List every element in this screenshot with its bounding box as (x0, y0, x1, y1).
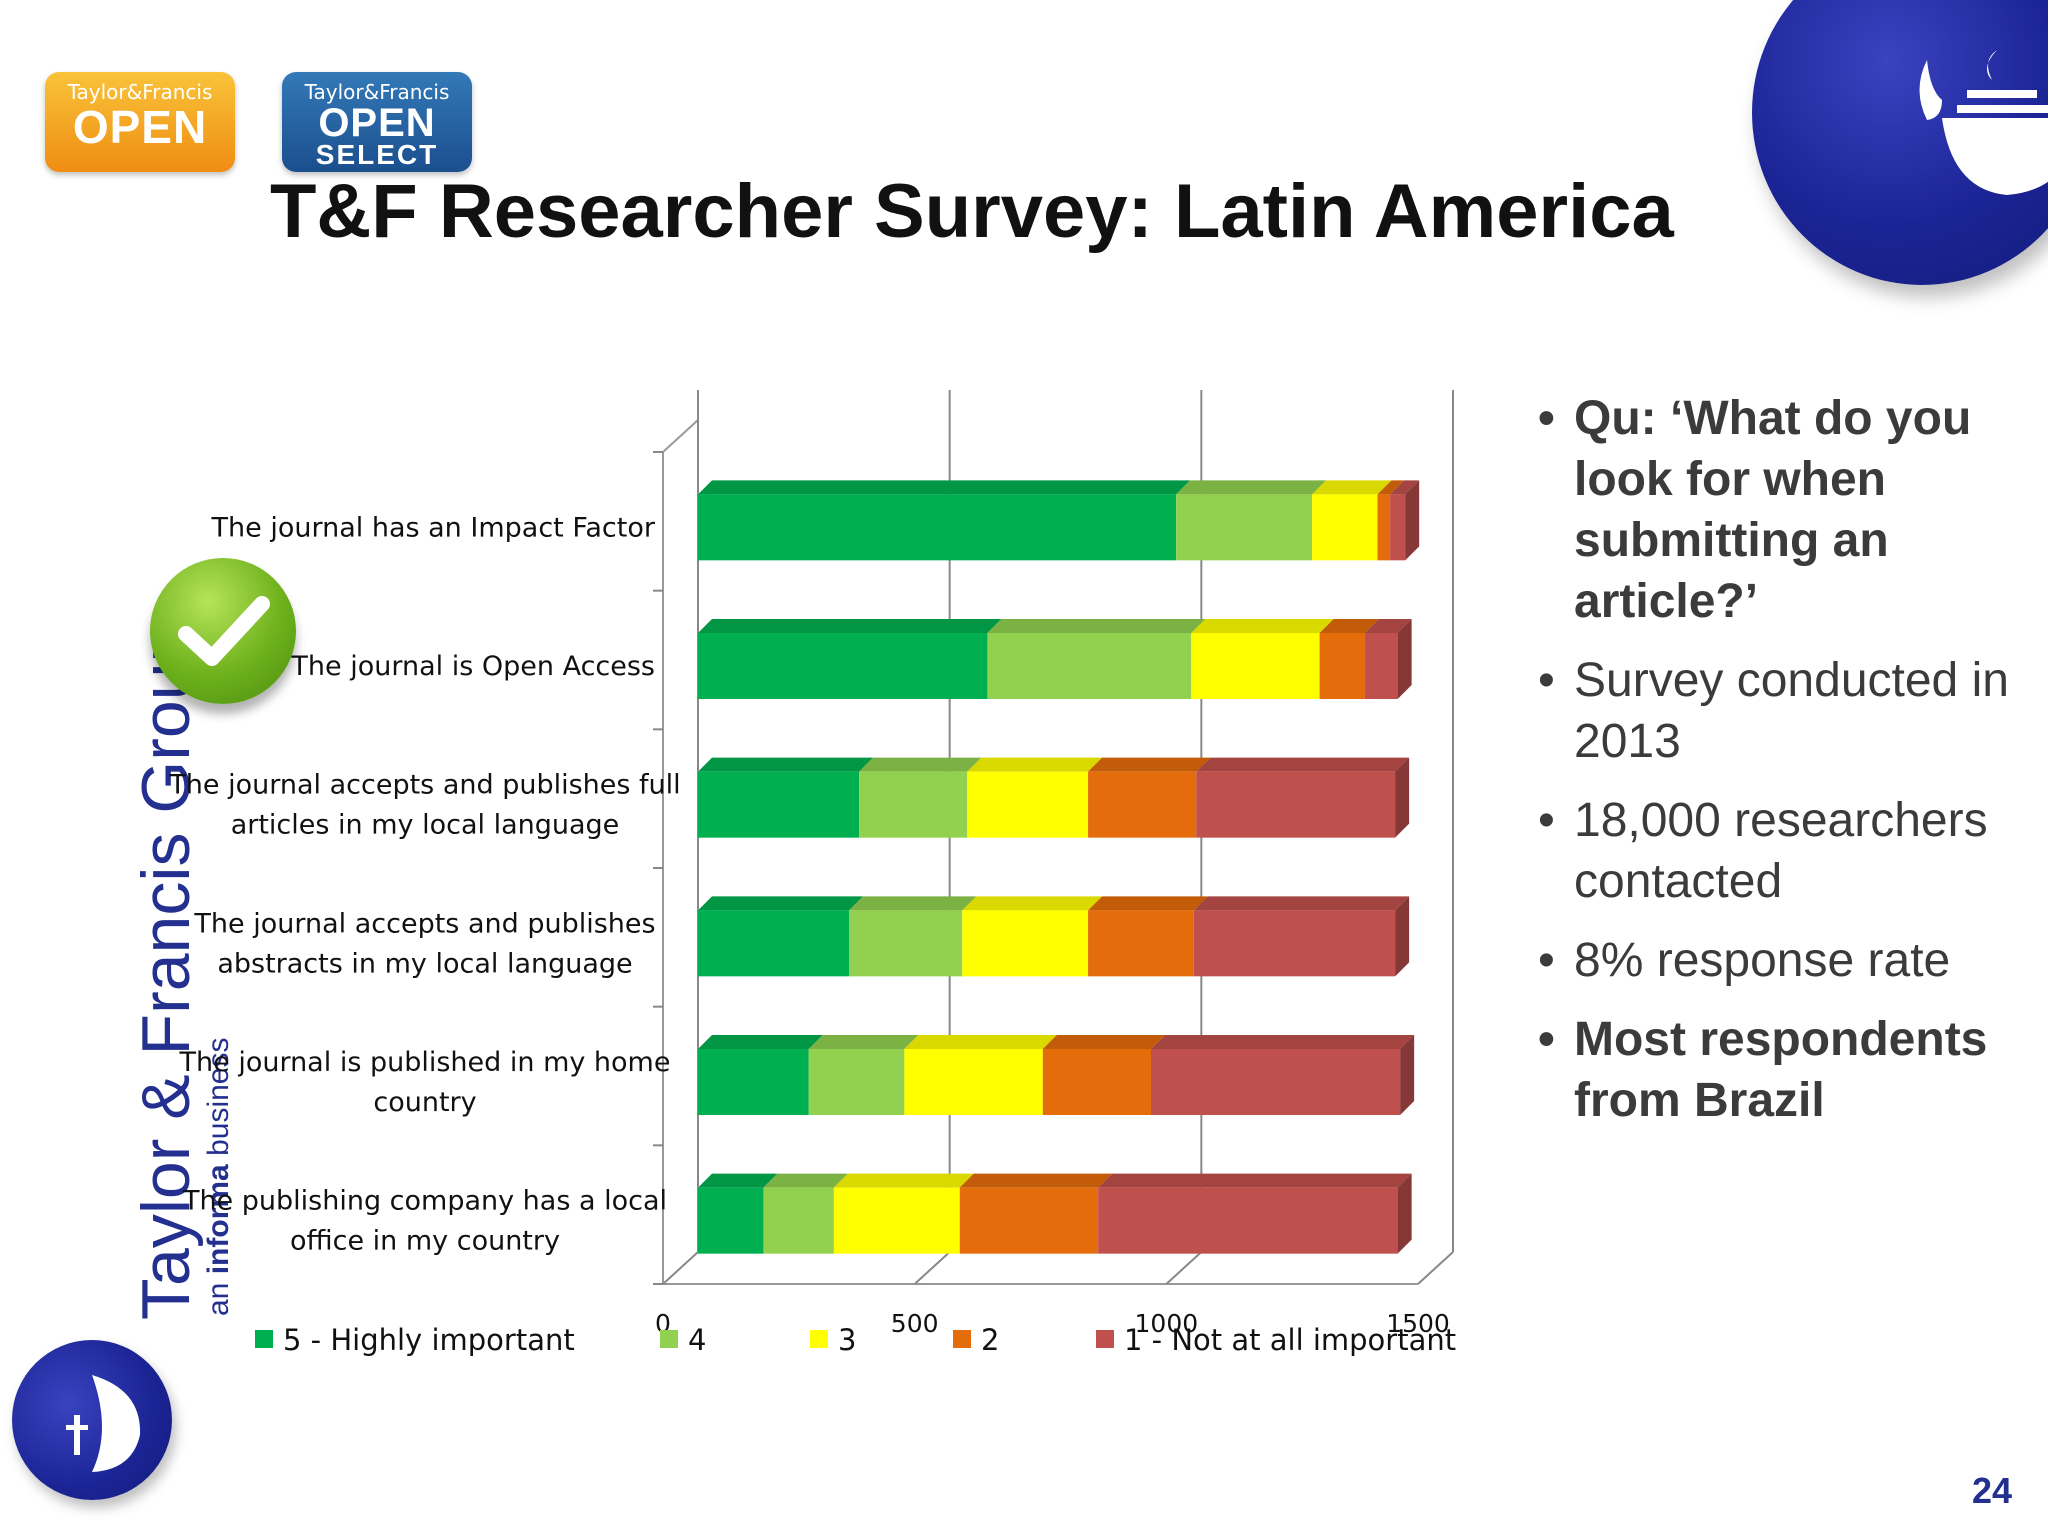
bullet-item: Most respondents from Brazil (1532, 1009, 2032, 1131)
checkmark-icon (150, 558, 296, 704)
bar-segment (1193, 896, 1410, 977)
bar-segment (833, 1173, 974, 1254)
bar-segment (987, 619, 1206, 699)
category-label: The publishing company has a local (182, 1186, 667, 1217)
bar-segment (763, 1173, 848, 1254)
bar-segment (1390, 480, 1420, 561)
bar-segment (1191, 619, 1334, 699)
stacked-bar-chart: The journal has an Impact Factor The jour… (168, 390, 1456, 1357)
category-label: abstracts in my local language (217, 948, 632, 979)
bar-segment (698, 896, 863, 977)
bar-segment (1151, 1035, 1415, 1115)
legend-label: 4 (688, 1323, 706, 1357)
badge-brand: Taylor&Francis (304, 80, 450, 104)
category-label: articles in my local language (231, 810, 620, 841)
legend-item: 3 (810, 1323, 856, 1357)
bar-segment (1088, 896, 1208, 977)
bar-segment (698, 1173, 778, 1254)
tf-open-select-badge: Taylor&Francis OPEN SELECT (282, 72, 472, 172)
bar-segment (1377, 480, 1405, 561)
bar-segment (1196, 757, 1410, 838)
legend-label: 5 - Highly important (283, 1323, 575, 1357)
legend-label: 2 (981, 1323, 999, 1357)
badge-brand: Taylor&Francis (67, 80, 213, 104)
bar-segment (959, 1173, 1113, 1254)
bullet-list: Qu: ‘What do you look for when submittin… (1532, 388, 2032, 1149)
badge-label: OPEN (72, 101, 208, 153)
legend-item: 4 (660, 1323, 706, 1357)
category-label: The journal is Open Access (290, 651, 655, 682)
legend-item: 2 (953, 1323, 999, 1357)
bullet-item: Survey conducted in 2013 (1532, 650, 2032, 772)
chart-tick-labels: 0 500 1000 1500 (655, 1309, 1450, 1338)
chart-category-labels: The journal has an Impact Factor The jour… (168, 512, 680, 1256)
chart-legend: 5 - Highly important 4 3 2 1 - Not at all im… (255, 1323, 1456, 1357)
bullet-item: 8% response rate (1532, 930, 2032, 991)
category-label: The journal accepts and publishes full (168, 770, 680, 801)
bullet-item: Qu: ‘What do you look for when submittin… (1532, 388, 2032, 632)
category-label: office in my country (290, 1226, 560, 1257)
category-label: The journal accepts and publishes (193, 908, 655, 939)
page-title: T&F Researcher Survey: Latin America (270, 169, 1674, 254)
x-tick-label: 1500 (1386, 1309, 1450, 1338)
chart-bars (698, 480, 1420, 1254)
legend-item: 5 - Highly important (255, 1323, 575, 1357)
bar-segment (1312, 480, 1392, 561)
bar-segment (1319, 619, 1379, 699)
bar-segment (698, 480, 1191, 561)
bar-segment (698, 1035, 823, 1115)
badge-label: OPEN (318, 101, 436, 145)
lamp-logo-small-icon (12, 1340, 172, 1500)
legend-item: 1 - Not at all important (1096, 1323, 1456, 1357)
tf-open-badge: Taylor&Francis OPEN (45, 72, 235, 172)
category-label: country (373, 1087, 476, 1118)
page-number: 24 (1972, 1470, 2013, 1511)
bar-segment (859, 757, 982, 838)
category-label: The journal is published in my home (179, 1047, 671, 1078)
bar-segment (904, 1035, 1057, 1115)
bar-segment (1088, 757, 1211, 838)
legend-label: 1 - Not at all important (1124, 1323, 1456, 1357)
bar-segment (1176, 480, 1327, 561)
bar-segment (849, 896, 977, 977)
bar-segment (698, 619, 1002, 699)
bar-segment (962, 896, 1103, 977)
bar-segment (1042, 1035, 1165, 1115)
x-tick-label: 1000 (1135, 1309, 1199, 1338)
bar-segment (698, 757, 874, 838)
legend-label: 3 (838, 1323, 856, 1357)
bullet-item: 18,000 researchers contacted (1532, 790, 2032, 912)
bar-segment (1364, 619, 1412, 699)
bar-segment (808, 1035, 919, 1115)
category-label: The journal has an Impact Factor (211, 512, 656, 543)
bar-segment (967, 757, 1103, 838)
bar-segment (1098, 1173, 1412, 1254)
badge-sub-label: SELECT (315, 139, 439, 170)
x-tick-label: 500 (891, 1309, 939, 1338)
lamp-logo-icon (1752, 0, 2048, 285)
